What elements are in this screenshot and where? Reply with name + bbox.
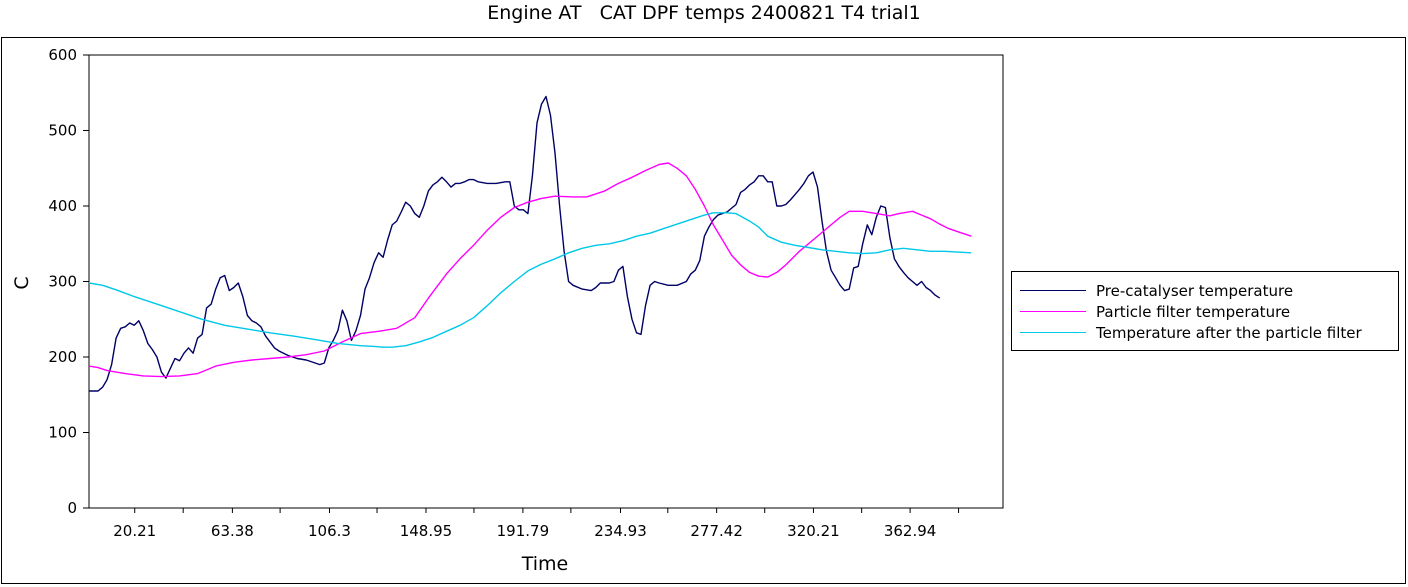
y-tick-label: 400 [48, 197, 77, 215]
x-tick-label: 148.95 [400, 522, 453, 540]
series-line-1 [88, 162, 972, 378]
chart-frame [1, 37, 1406, 584]
y-tick-label: 200 [48, 348, 77, 366]
legend-label: Pre-catalyser temperature [1096, 281, 1294, 300]
series-lines [88, 95, 972, 392]
x-axis: 20.21 63.38 106.3 148.95 191.79 234.93 277.42 3… [113, 508, 960, 540]
y-tick-label: 600 [48, 46, 77, 64]
legend-label: Particle filter temperature [1096, 302, 1291, 321]
x-tick-label: 20.21 [113, 522, 156, 540]
x-tick-label: 320.21 [787, 522, 840, 540]
legend-swatch [1020, 290, 1086, 291]
y-tick-label: 500 [48, 122, 77, 140]
legend-label: Temperature after the particle filter [1096, 323, 1362, 342]
x-tick-label: 106.3 [308, 522, 351, 540]
y-axis: 0 100 200 300 400 500 600 [48, 46, 89, 517]
x-tick-label: 63.38 [211, 522, 254, 540]
series-line-0 [89, 95, 941, 392]
chart-title: Engine AT CAT DPF temps 2400821 T4 trial… [487, 2, 921, 24]
x-axis-label: Time [521, 553, 569, 575]
y-tick-label: 100 [48, 424, 77, 442]
legend-item-after-filter: Temperature after the particle filter [1020, 322, 1362, 343]
legend-item-particle-filter: Particle filter temperature [1020, 301, 1290, 322]
series-line-2 [88, 212, 972, 348]
y-axis-label: C [11, 276, 33, 289]
legend-swatch [1020, 311, 1086, 312]
legend-swatch [1020, 332, 1086, 333]
y-tick-label: 0 [67, 499, 77, 517]
x-tick-label: 234.93 [594, 522, 647, 540]
legend: Pre-catalyser temperature Particle filte… [1011, 271, 1399, 351]
x-tick-label: 362.94 [884, 522, 937, 540]
legend-item-pre-catalyser: Pre-catalyser temperature [1020, 280, 1293, 301]
x-tick-label: 277.42 [690, 522, 743, 540]
x-tick-label: 191.79 [497, 522, 550, 540]
y-tick-label: 300 [48, 273, 77, 291]
